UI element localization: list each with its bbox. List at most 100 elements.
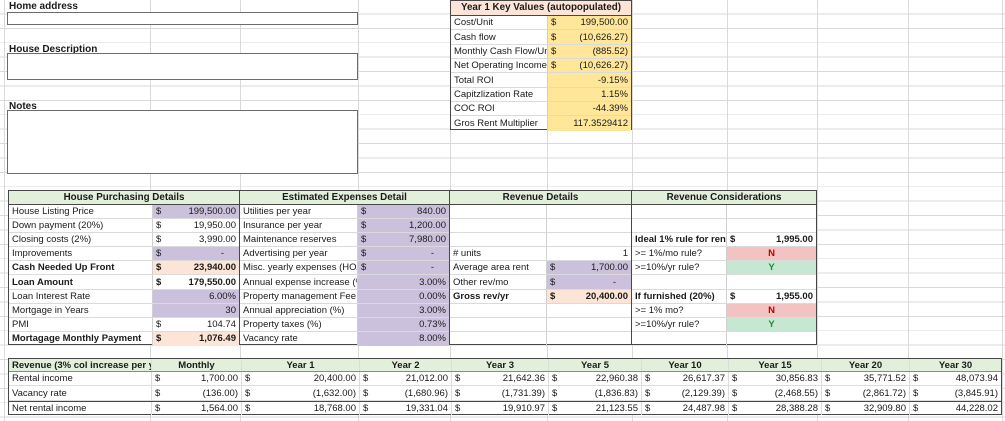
row-label: Other rev/mo bbox=[450, 275, 547, 289]
value-cell[interactable]: $3,990.00 bbox=[153, 233, 239, 247]
value-cell[interactable]: $26,617.37 bbox=[641, 372, 728, 386]
value-cell[interactable]: $21,123.55 bbox=[548, 401, 641, 416]
value-cell[interactable]: 117.3529412 bbox=[548, 116, 631, 131]
table-title: Revenue Considerations bbox=[632, 191, 816, 205]
value-cell[interactable] bbox=[547, 318, 631, 331]
value-cell[interactable]: 1 bbox=[547, 247, 631, 261]
value-cell[interactable]: $22,960.38 bbox=[548, 372, 641, 386]
value-cell[interactable]: $21,012.00 bbox=[359, 372, 451, 386]
value-cell[interactable]: $ - bbox=[358, 247, 449, 261]
value-cell[interactable]: $ - bbox=[547, 275, 631, 289]
value-cell[interactable]: $ (1,632.00) bbox=[241, 386, 359, 400]
amount: 22,960.38 bbox=[595, 373, 638, 385]
flag-cell[interactable]: N bbox=[727, 303, 816, 317]
currency-symbol: $ bbox=[361, 262, 367, 274]
value-cell[interactable]: 6.00% bbox=[153, 289, 239, 303]
value-cell[interactable]: -9.15% bbox=[548, 73, 631, 87]
value-cell[interactable]: 1.15% bbox=[548, 87, 631, 102]
value-cell[interactable]: $ (1,731.39) bbox=[451, 386, 548, 400]
flag-cell[interactable]: Y bbox=[727, 317, 816, 331]
value-cell[interactable]: -44.39% bbox=[548, 102, 631, 116]
value-cell[interactable]: $24,487.98 bbox=[641, 401, 728, 416]
amount: 48,073.94 bbox=[955, 373, 998, 385]
value-cell[interactable] bbox=[547, 233, 631, 246]
amount: 30 bbox=[225, 304, 236, 316]
value-cell[interactable]: $ (3,845.91) bbox=[909, 386, 1001, 400]
value-cell[interactable]: $18,768.00 bbox=[241, 401, 359, 416]
value-cell[interactable] bbox=[727, 275, 816, 288]
value-cell[interactable]: $19,950.00 bbox=[153, 219, 239, 233]
currency-symbol: $ bbox=[156, 318, 162, 330]
amount: (1,731.39) bbox=[501, 387, 545, 399]
value-cell[interactable]: 0.73% bbox=[358, 317, 449, 331]
flag-cell[interactable]: Y bbox=[727, 261, 816, 275]
row-label: Loan Interest Rate bbox=[9, 289, 153, 303]
value-cell[interactable]: 3.00% bbox=[358, 275, 449, 289]
currency-symbol: $ bbox=[363, 373, 369, 385]
value-cell[interactable]: $ - bbox=[153, 247, 239, 261]
value-cell[interactable]: $ - bbox=[358, 261, 449, 275]
value-cell[interactable]: $ (10,626.27) bbox=[548, 30, 631, 44]
value-cell[interactable] bbox=[547, 205, 631, 218]
value-cell[interactable]: $ (10,626.27) bbox=[548, 59, 631, 73]
value-cell[interactable]: 0.00% bbox=[358, 289, 449, 303]
value-cell[interactable]: $ (1,836.83) bbox=[548, 386, 641, 400]
currency-symbol: $ bbox=[156, 276, 162, 288]
value-cell[interactable] bbox=[547, 304, 631, 317]
value-cell[interactable]: $48,073.94 bbox=[909, 372, 1001, 386]
value-cell[interactable]: $21,642.36 bbox=[451, 372, 548, 386]
table-row: Misc. yearly expenses (HOA) $ - bbox=[240, 261, 449, 276]
row-label: >=10%/yr rule? bbox=[632, 317, 727, 331]
flag-cell[interactable]: N bbox=[727, 247, 816, 261]
value-cell[interactable]: $23,940.00 bbox=[153, 261, 239, 275]
projection-title: Revenue (3% col increase per yr) bbox=[12, 359, 151, 371]
value-cell[interactable]: $7,980.00 bbox=[358, 233, 449, 247]
value-cell[interactable]: $ (1,680.96) bbox=[359, 386, 451, 400]
value-cell[interactable]: $ (885.52) bbox=[548, 44, 631, 59]
value-cell[interactable]: $20,400.00 bbox=[241, 372, 359, 386]
value-cell[interactable]: $1,700.00 bbox=[151, 372, 241, 386]
value-cell[interactable]: 8.00% bbox=[358, 331, 449, 346]
value-cell[interactable] bbox=[547, 332, 631, 346]
value-cell[interactable]: $ (136.00) bbox=[151, 386, 241, 400]
value-cell[interactable]: $ (2,129.39) bbox=[641, 386, 728, 400]
table-row: >=10%/yr rule? Y bbox=[632, 317, 816, 332]
home-address-input[interactable] bbox=[7, 12, 358, 25]
value-cell[interactable]: $199,500.00 bbox=[548, 16, 631, 30]
value-cell[interactable]: $19,910.97 bbox=[451, 401, 548, 416]
value-cell[interactable] bbox=[727, 332, 816, 346]
value-cell[interactable]: $28,388.28 bbox=[728, 401, 821, 416]
value-cell[interactable] bbox=[727, 219, 816, 232]
amount: 1,200.00 bbox=[409, 220, 446, 232]
value-cell[interactable]: $32,909.80 bbox=[821, 401, 909, 416]
value-cell[interactable]: $199,500.00 bbox=[153, 205, 239, 219]
value-cell[interactable] bbox=[547, 219, 631, 232]
value-cell[interactable]: $1,955.00 bbox=[727, 289, 816, 303]
value-cell[interactable]: $1,200.00 bbox=[358, 219, 449, 233]
currency-symbol: $ bbox=[913, 373, 919, 385]
value-cell[interactable]: 3.00% bbox=[358, 303, 449, 317]
value-cell[interactable]: $1,076.49 bbox=[153, 331, 239, 346]
value-cell[interactable]: $840.00 bbox=[358, 205, 449, 219]
value-cell[interactable]: $ (2,861.72) bbox=[821, 386, 909, 400]
value-cell[interactable]: $1,995.00 bbox=[727, 233, 816, 247]
value-cell[interactable]: $30,856.83 bbox=[728, 372, 821, 386]
amount: 1,700.00 bbox=[591, 262, 628, 274]
value-cell[interactable]: $104.74 bbox=[153, 317, 239, 331]
value-cell[interactable]: $179,550.00 bbox=[153, 275, 239, 289]
value-cell[interactable]: $1,700.00 bbox=[547, 261, 631, 275]
row-label: Property taxes (%) bbox=[240, 317, 358, 331]
row-label: >= 1% mo? bbox=[632, 303, 727, 317]
notes-input[interactable] bbox=[7, 110, 358, 174]
value-cell[interactable]: $35,771.52 bbox=[821, 372, 909, 386]
table-row: Net rental income $1,564.00 $18,768.00 $19,… bbox=[9, 400, 1001, 416]
value-cell[interactable]: $44,228.02 bbox=[909, 401, 1001, 416]
value-cell[interactable]: $20,400.00 bbox=[547, 289, 631, 303]
value-cell[interactable]: $ (2,468.55) bbox=[728, 386, 821, 400]
value-cell[interactable] bbox=[727, 205, 816, 218]
value-cell[interactable]: 30 bbox=[153, 303, 239, 317]
value-cell[interactable]: $19,331.04 bbox=[359, 401, 451, 416]
amount: 23,940.00 bbox=[193, 262, 236, 274]
house-description-input[interactable] bbox=[7, 53, 358, 80]
value-cell[interactable]: $1,564.00 bbox=[151, 401, 241, 416]
